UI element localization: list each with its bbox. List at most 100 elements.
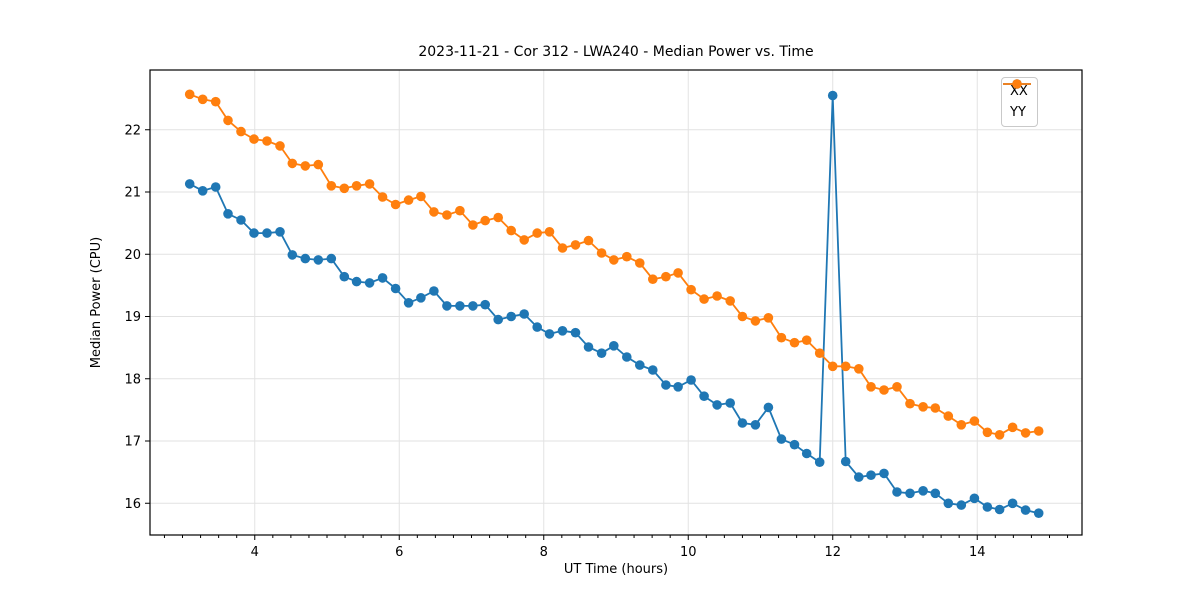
data-point (725, 398, 735, 408)
data-point (519, 235, 529, 245)
grid (150, 70, 1082, 535)
data-point (854, 472, 864, 482)
data-point (905, 488, 915, 499)
legend-item-YY: YY (1003, 79, 1031, 121)
data-point (570, 240, 581, 250)
data-point (468, 220, 478, 230)
data-point (750, 316, 761, 326)
data-point (390, 283, 401, 294)
y-tick-label: 19 (124, 310, 141, 325)
data-point (532, 228, 542, 238)
data-point (648, 274, 658, 285)
data-point (763, 402, 774, 413)
data-point (184, 89, 195, 100)
ticks (145, 129, 1069, 540)
data-point (519, 309, 529, 319)
data-point (197, 186, 208, 196)
data-point (287, 250, 298, 260)
data-point (236, 215, 246, 225)
data-point (197, 94, 208, 105)
data-point (635, 258, 645, 268)
legend-marker-YY (1003, 79, 1031, 89)
data-point (905, 398, 915, 409)
data-point (429, 207, 439, 217)
data-point (892, 382, 902, 392)
data-point (557, 326, 568, 336)
x-tick-label: 14 (969, 545, 986, 560)
data-point (789, 337, 800, 348)
data-point (776, 332, 787, 343)
data-point (210, 182, 221, 192)
data-point (994, 504, 1005, 515)
data-point (801, 335, 812, 346)
data-point (918, 486, 928, 496)
data-point (596, 248, 607, 258)
data-point (326, 181, 337, 191)
x-tick-label: 6 (395, 545, 403, 560)
y-tick-label: 17 (124, 435, 141, 450)
data-point (763, 313, 774, 323)
data-point (377, 273, 388, 283)
legend: XX YY (1001, 77, 1038, 127)
y-tick-label: 16 (124, 497, 141, 512)
data-point (262, 136, 272, 146)
data-point (300, 253, 311, 264)
data-point (956, 500, 967, 510)
data-point (866, 382, 876, 392)
x-axis-label: UT Time (hours) (563, 562, 669, 577)
data-point (801, 448, 812, 459)
x-tick-label: 12 (824, 545, 841, 560)
data-point (840, 456, 851, 467)
data-point (892, 487, 902, 497)
data-point (493, 212, 504, 223)
data-point (403, 195, 414, 205)
data-point (262, 228, 272, 238)
data-point (429, 286, 439, 296)
y-tick-label: 21 (124, 186, 141, 201)
data-point (969, 493, 980, 504)
data-point (943, 498, 954, 509)
data-point (403, 298, 414, 308)
data-point (930, 488, 941, 499)
data-point (1033, 426, 1044, 436)
y-tick-label: 18 (124, 372, 141, 387)
y-tick-label: 22 (124, 123, 141, 138)
data-point (840, 361, 851, 372)
data-point (930, 403, 941, 413)
data-point (648, 365, 658, 375)
x-tick-label: 4 (251, 545, 259, 560)
plot-area (150, 70, 1082, 535)
data-point (725, 296, 735, 306)
data-point (750, 420, 761, 430)
data-point (661, 271, 671, 282)
data-point (994, 430, 1005, 440)
data-point (480, 215, 491, 226)
data-point (982, 502, 993, 512)
data-point (635, 360, 645, 370)
data-point (776, 434, 787, 444)
data-point (351, 276, 362, 287)
data-point (699, 294, 709, 304)
x-tick-labels: 4 6 8 10 12 14 (251, 545, 986, 560)
data-point (223, 115, 233, 126)
data-point (275, 141, 285, 151)
data-point (814, 348, 825, 359)
data-point (609, 341, 619, 351)
data-point (673, 268, 683, 278)
data-point (455, 301, 465, 311)
data-point (789, 439, 800, 450)
data-point (480, 299, 491, 310)
data-point (1007, 498, 1018, 509)
data-point (1007, 422, 1018, 433)
legend-label: YY (1010, 105, 1026, 120)
data-point (313, 159, 324, 170)
data-point (339, 183, 350, 194)
data-point (416, 191, 426, 202)
data-point (854, 364, 864, 374)
data-point (583, 342, 594, 352)
data-point (699, 391, 709, 402)
data-point (506, 311, 516, 322)
data-point (686, 375, 696, 385)
data-point (879, 468, 889, 479)
